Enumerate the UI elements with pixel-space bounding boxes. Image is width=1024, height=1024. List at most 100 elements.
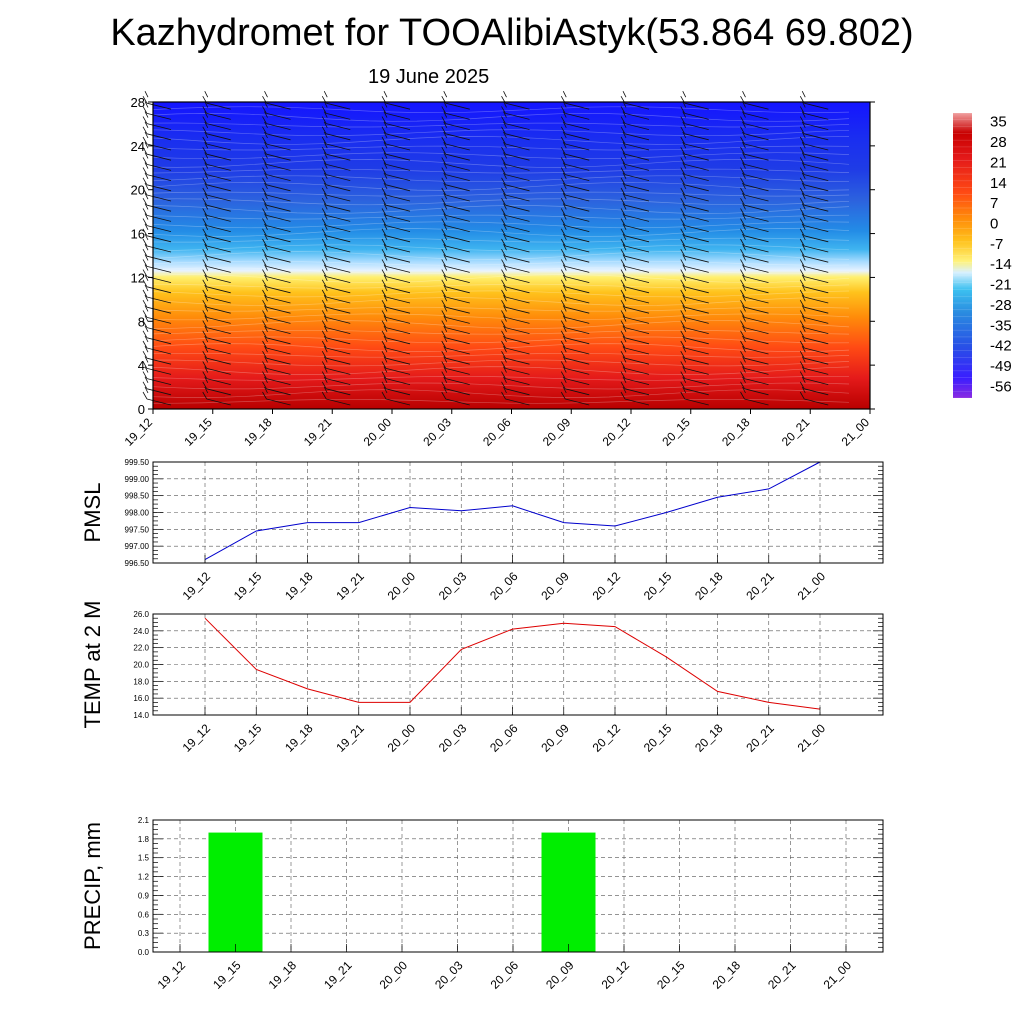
wind-barb [321, 356, 351, 375]
wind-barb [381, 254, 411, 273]
wind-barb [202, 193, 231, 212]
wind-barb [321, 213, 351, 232]
wind-barb [262, 274, 291, 294]
wind-barb [799, 162, 829, 181]
wind-barb [262, 264, 291, 283]
wind-barb [560, 315, 590, 334]
wind-barb [620, 284, 650, 304]
wind-barb [321, 244, 351, 263]
wind-barb [560, 223, 590, 243]
contour-line [152, 159, 850, 168]
contour-line [152, 214, 850, 220]
wind-barb [202, 315, 231, 334]
x-tick-label: 20_18 [719, 415, 753, 449]
wind-barb [501, 284, 530, 304]
wind-barb [799, 264, 829, 283]
wind-barb [441, 274, 470, 294]
colorbar [953, 113, 972, 398]
x-tick-label: 20_21 [779, 415, 813, 449]
wind-barb [202, 131, 231, 151]
wind-barb [799, 121, 829, 141]
wind-barb [321, 386, 351, 406]
wind-barb [680, 111, 709, 130]
wind-barb [501, 131, 530, 151]
wind-barb [740, 366, 769, 385]
wind-barb [680, 335, 709, 355]
wind-barb [381, 223, 411, 243]
y-tick-label: 0.3 [138, 929, 150, 938]
x-tick-label: 20_15 [641, 569, 675, 603]
wind-barb [202, 244, 231, 263]
contour-line [152, 228, 850, 237]
wind-barb [680, 233, 709, 253]
wind-barb [321, 366, 351, 385]
wind-barb [441, 152, 470, 171]
wind-barb [202, 254, 231, 273]
wind-barb [799, 346, 829, 365]
wind-barb [441, 111, 470, 130]
wind-barb [501, 121, 530, 141]
y-tick-label: 1.5 [138, 854, 150, 863]
wind-barb [620, 182, 650, 202]
wind-barb [799, 111, 829, 130]
wind-barb [501, 386, 530, 406]
contour-line [152, 274, 850, 283]
wind-barb [799, 366, 829, 385]
wind-barb [560, 193, 590, 212]
contour-line [152, 251, 850, 260]
wind-barb [321, 264, 351, 283]
wind-barb [620, 254, 650, 273]
wind-barb [202, 264, 231, 283]
wind-barb [381, 325, 411, 345]
contour-line [152, 297, 850, 306]
wind-barb [620, 152, 650, 171]
contour-line [152, 389, 850, 398]
x-tick-label: 20_12 [590, 721, 624, 755]
wind-barb [262, 305, 291, 324]
wind-barb [142, 121, 172, 141]
wind-barb [381, 346, 411, 365]
wind-barb [560, 284, 590, 304]
x-tick-label: 20_03 [436, 569, 470, 603]
wind-barb [142, 111, 172, 130]
wind-barb [142, 295, 172, 314]
x-tick-label: 20_06 [487, 721, 521, 755]
x-tick-label: 20_15 [654, 958, 688, 992]
wind-barb [560, 366, 590, 385]
wind-barb [262, 172, 291, 192]
colorbar-label: -42 [990, 338, 1012, 355]
wind-barb [740, 142, 769, 161]
wind-barb [262, 325, 291, 345]
wind-barb [202, 295, 231, 314]
wind-barb [740, 284, 769, 304]
wind-barb [740, 264, 769, 283]
wind-barb [381, 264, 411, 283]
wind-barb [680, 172, 709, 192]
x-tick-label: 19_15 [210, 958, 244, 992]
wind-barb [501, 111, 530, 130]
wind-barb [262, 213, 291, 232]
colorbar-label: -49 [990, 358, 1012, 375]
contour-line [152, 113, 850, 122]
wind-barb [321, 223, 351, 243]
contour-line [152, 145, 850, 151]
wind-barb [740, 335, 769, 355]
wind-barb [620, 315, 650, 334]
wind-barb [142, 346, 172, 365]
wind-barb [560, 131, 590, 151]
wind-barb [441, 325, 470, 345]
wind-barb [620, 346, 650, 365]
y-tick-label: 14.0 [133, 711, 149, 720]
wind-barb [262, 182, 291, 202]
wind-barb [381, 172, 411, 192]
wind-barb [740, 223, 769, 243]
wind-barb [501, 346, 530, 365]
wind-barb [740, 121, 769, 141]
wind-barb [680, 346, 709, 365]
colorbar-label: 14 [990, 175, 1007, 192]
wind-barb [740, 386, 769, 406]
wind-barb [202, 182, 231, 202]
wind-barb [262, 121, 291, 141]
wind-barb [560, 203, 590, 222]
wind-barb [680, 182, 709, 202]
